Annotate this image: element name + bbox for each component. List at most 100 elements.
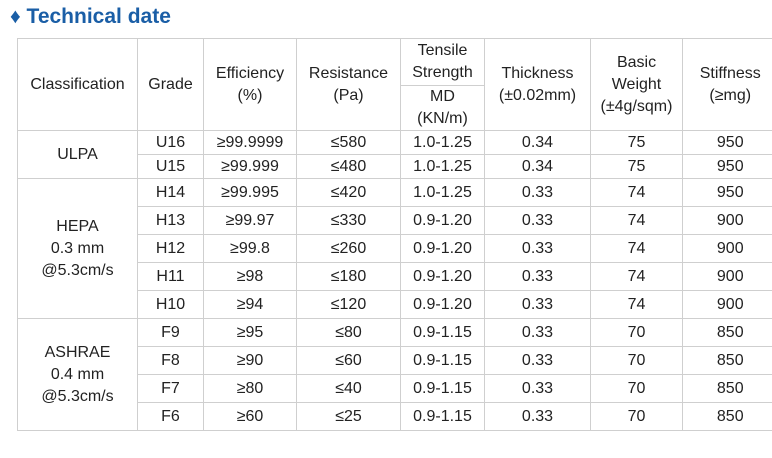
data-cell: 1.0-1.25 bbox=[400, 154, 485, 179]
data-cell: H11 bbox=[137, 262, 204, 291]
cell-line: (%) bbox=[237, 86, 263, 104]
data-cell: 0.9-1.20 bbox=[400, 234, 485, 263]
cell-line: Classification bbox=[30, 75, 125, 93]
data-cell: U16 bbox=[137, 130, 204, 155]
data-cell: F9 bbox=[137, 318, 204, 347]
data-row: H12 ≥99.8 ≤260 0.9-1.20 0.33 74 900 bbox=[18, 234, 772, 263]
data-cell: ≤420 bbox=[296, 178, 401, 207]
data-cell: H13 bbox=[137, 206, 204, 235]
data-cell: ≥98 bbox=[203, 262, 297, 291]
cell-line: 0.4 mm bbox=[50, 365, 105, 383]
cell-line: Stiffness bbox=[699, 64, 761, 82]
cell-line: (Pa) bbox=[333, 86, 364, 104]
data-cell: 0.9-1.15 bbox=[400, 346, 485, 375]
data-cell: ≥90 bbox=[203, 346, 297, 375]
data-cell: ≥99.995 bbox=[203, 178, 297, 207]
header-cell: Efficiency (%) bbox=[203, 38, 297, 131]
data-cell: ≥94 bbox=[203, 290, 297, 319]
data-row: HEPA 0.3 mm @5.3cm/s H14 ≥99.995 ≤420 1.0-1.25… bbox=[17, 178, 772, 319]
section-title: ♦ Technical date bbox=[10, 5, 171, 28]
cell-line: Resistance bbox=[308, 64, 389, 82]
cell-line: (≥mg) bbox=[709, 86, 752, 104]
data-cell: 950 bbox=[682, 154, 772, 179]
data-cell: F6 bbox=[137, 402, 204, 431]
data-cell: 0.9-1.15 bbox=[400, 402, 485, 431]
data-cell: 850 bbox=[682, 402, 772, 431]
data-cell: 0.9-1.15 bbox=[400, 318, 485, 347]
data-cell: 0.33 bbox=[484, 402, 591, 431]
data-row: H10 ≥94 ≤120 0.9-1.20 0.33 74 900 bbox=[18, 290, 772, 319]
spec-table: Classification Grade Efficiency (%) Resistan… bbox=[17, 38, 772, 431]
data-cell: H14 bbox=[137, 178, 204, 207]
data-cell: ≤40 bbox=[296, 374, 401, 403]
data-cell: ≤330 bbox=[296, 206, 401, 235]
data-cell: 0.33 bbox=[484, 374, 591, 403]
data-cell: 0.9-1.15 bbox=[400, 374, 485, 403]
data-cell: 74 bbox=[590, 178, 683, 207]
data-cell: H12 bbox=[137, 234, 204, 263]
cell-line: ASHRAE bbox=[44, 343, 111, 361]
data-cell: 0.33 bbox=[484, 206, 591, 235]
cell-line: 0.3 mm bbox=[50, 239, 105, 257]
group-cell: HEPA 0.3 mm @5.3cm/s bbox=[17, 178, 138, 319]
header-cell: Thickness (±0.02mm) bbox=[484, 38, 591, 131]
data-cell: ≥99.97 bbox=[203, 206, 297, 235]
data-cell: 0.34 bbox=[484, 130, 591, 155]
cell-line: Basic bbox=[616, 53, 657, 71]
data-cell: ≥60 bbox=[203, 402, 297, 431]
data-cell: ≥99.8 bbox=[203, 234, 297, 263]
data-cell: 0.33 bbox=[484, 178, 591, 207]
header-cell: Tensile Strength bbox=[400, 38, 485, 86]
cell-line: (±4g/sqm) bbox=[600, 97, 673, 115]
cell-line: (±0.02mm) bbox=[498, 86, 577, 104]
cell-line: Grade bbox=[148, 75, 193, 93]
data-row: ASHRAE 0.4 mm @5.3cm/s F9 ≥95 ≤80 0.9-1.15 0.33… bbox=[17, 318, 772, 431]
data-cell: 900 bbox=[682, 262, 772, 291]
data-cell: ≤480 bbox=[296, 154, 401, 179]
data-cell: 1.0-1.25 bbox=[400, 130, 485, 155]
data-cell: 0.33 bbox=[484, 346, 591, 375]
data-cell: 70 bbox=[590, 346, 683, 375]
data-cell: 850 bbox=[682, 346, 772, 375]
data-cell: 900 bbox=[682, 206, 772, 235]
data-cell: ≤180 bbox=[296, 262, 401, 291]
data-cell: ≥80 bbox=[203, 374, 297, 403]
data-row: F7 ≥80 ≤40 0.9-1.15 0.33 70 850 bbox=[18, 374, 772, 403]
data-row: F8 ≥90 ≤60 0.9-1.15 0.33 70 850 bbox=[18, 346, 772, 375]
data-cell: 0.33 bbox=[484, 318, 591, 347]
data-cell: 900 bbox=[682, 234, 772, 263]
data-cell: 900 bbox=[682, 290, 772, 319]
data-cell: 850 bbox=[682, 374, 772, 403]
header-cell: Basic Weight (±4g/sqm) bbox=[590, 38, 683, 131]
header-row: MD (KN/m) bbox=[18, 85, 772, 131]
data-cell: F7 bbox=[137, 374, 204, 403]
data-cell: 74 bbox=[590, 290, 683, 319]
data-cell: 0.9-1.20 bbox=[400, 262, 485, 291]
cell-line: Tensile bbox=[417, 42, 468, 59]
cell-line: (KN/m) bbox=[417, 110, 468, 127]
data-row: ULPA U16 ≥99.9999 ≤580 1.0-1.25 0.34 75 950 bbox=[17, 130, 772, 179]
data-cell: 0.9-1.20 bbox=[400, 206, 485, 235]
header-row: Classification Grade Efficiency (%) Resistan… bbox=[17, 38, 772, 131]
data-cell: 950 bbox=[682, 130, 772, 155]
data-cell: ≤60 bbox=[296, 346, 401, 375]
data-cell: U15 bbox=[137, 154, 204, 179]
header-cell: Resistance (Pa) bbox=[296, 38, 401, 131]
cell-line: @5.3cm/s bbox=[41, 387, 114, 405]
data-cell: 0.34 bbox=[484, 154, 591, 179]
data-cell: 850 bbox=[682, 318, 772, 347]
header-cell: Stiffness (≥mg) bbox=[682, 38, 772, 131]
data-cell: 0.33 bbox=[484, 262, 591, 291]
data-cell: 74 bbox=[590, 234, 683, 263]
data-cell: ≥99.9999 bbox=[203, 130, 297, 155]
group-cell: ULPA bbox=[17, 130, 138, 179]
header-cell: MD (KN/m) bbox=[400, 85, 485, 131]
data-row: F6 ≥60 ≤25 0.9-1.15 0.33 70 850 bbox=[18, 402, 772, 431]
cell-line: Weight bbox=[611, 75, 662, 93]
data-cell: 70 bbox=[590, 318, 683, 347]
data-cell: 950 bbox=[682, 178, 772, 207]
cell-line: MD bbox=[430, 88, 455, 105]
cell-line: Thickness bbox=[501, 64, 574, 82]
header-cell: Classification bbox=[17, 38, 138, 131]
